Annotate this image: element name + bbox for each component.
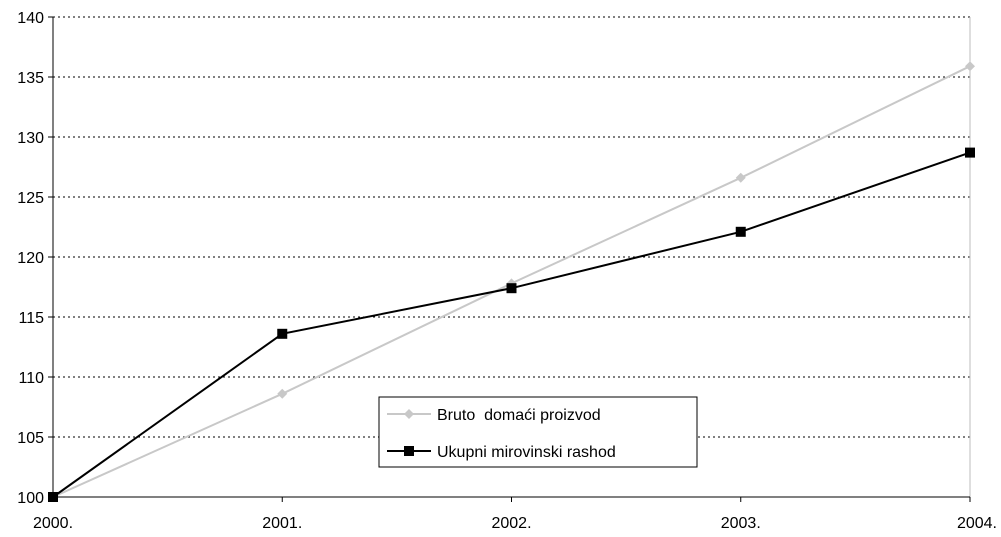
y-tick-label: 135 <box>17 70 44 87</box>
series-point-2 <box>277 328 288 339</box>
y-tick-labels: 100 105 110 115 120 125 130 135 140 <box>17 10 44 507</box>
x-tick-labels: 2000. 2001. 2002. 2003. 2004. <box>33 515 997 532</box>
legend-marker-2 <box>404 446 414 456</box>
y-tick-label: 100 <box>17 490 44 507</box>
y-tick-label: 130 <box>17 130 44 147</box>
series-point-1 <box>965 61 975 72</box>
y-tick-label: 140 <box>17 10 44 27</box>
series-point-2 <box>506 283 517 294</box>
legend-label-2: Ukupni mirovinski rashod <box>437 444 616 461</box>
legend-marker-1 <box>404 409 414 419</box>
series-point-2 <box>735 226 746 237</box>
series-point-2 <box>48 492 58 502</box>
x-tick-label: 2001. <box>262 515 302 532</box>
legend-label-1: Bruto domaći proizvod <box>437 407 601 424</box>
series-point-1 <box>735 172 746 183</box>
gridlines <box>53 16 970 438</box>
series-point-1 <box>277 388 288 399</box>
y-tick-label: 105 <box>17 430 44 447</box>
x-tick-label: 2000. <box>33 515 73 532</box>
legend-box <box>378 396 698 468</box>
y-tick-label: 120 <box>17 250 44 267</box>
y-tick-label: 115 <box>18 310 44 327</box>
series-group <box>48 61 975 502</box>
y-tick-label: 125 <box>17 190 44 207</box>
x-tick-label: 2002. <box>491 515 531 532</box>
legend: Bruto domaći proizvod Ukupni mirovinski r… <box>378 396 698 468</box>
x-tick-label: 2003. <box>721 515 761 532</box>
y-tick-label: 110 <box>18 370 44 387</box>
x-tick-label: 2004. <box>957 515 997 532</box>
series-point-2 <box>965 147 975 158</box>
